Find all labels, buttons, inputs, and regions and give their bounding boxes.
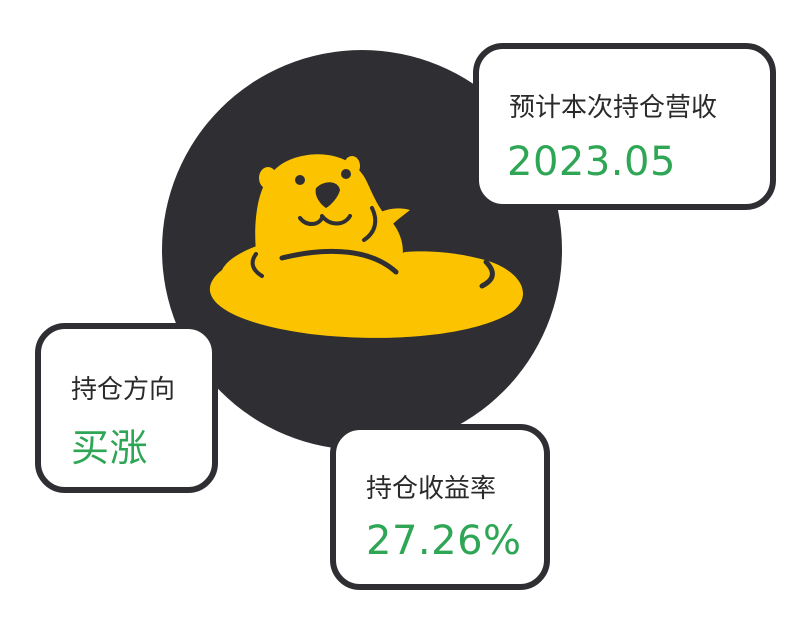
otter-nose: [315, 182, 340, 208]
otter-body: [255, 154, 403, 282]
revenue-value: 2023.05: [507, 139, 676, 185]
direction-card: 持仓方向 买涨: [35, 323, 218, 493]
direction-label: 持仓方向: [71, 375, 176, 405]
direction-value: 买涨: [71, 426, 149, 470]
otter-eye-left: [295, 175, 305, 185]
yield-card: 持仓收益率 27.26%: [330, 424, 550, 590]
yield-label: 持仓收益率: [366, 474, 497, 504]
otter-eye-right: [341, 169, 351, 179]
revenue-label: 预计本次持仓营收: [509, 93, 718, 123]
otter-ear-left: [259, 167, 277, 189]
otter-in-pool-icon: [209, 154, 524, 338]
yield-value: 27.26%: [366, 518, 522, 564]
pool-ripple-right: [479, 259, 495, 289]
revenue-card: 预计本次持仓营收 2023.05: [473, 43, 776, 210]
pool-ripple-left: [250, 252, 264, 278]
otter-paws: [298, 214, 352, 226]
otter-arm: [362, 206, 378, 242]
pool-ripple: [279, 248, 399, 275]
